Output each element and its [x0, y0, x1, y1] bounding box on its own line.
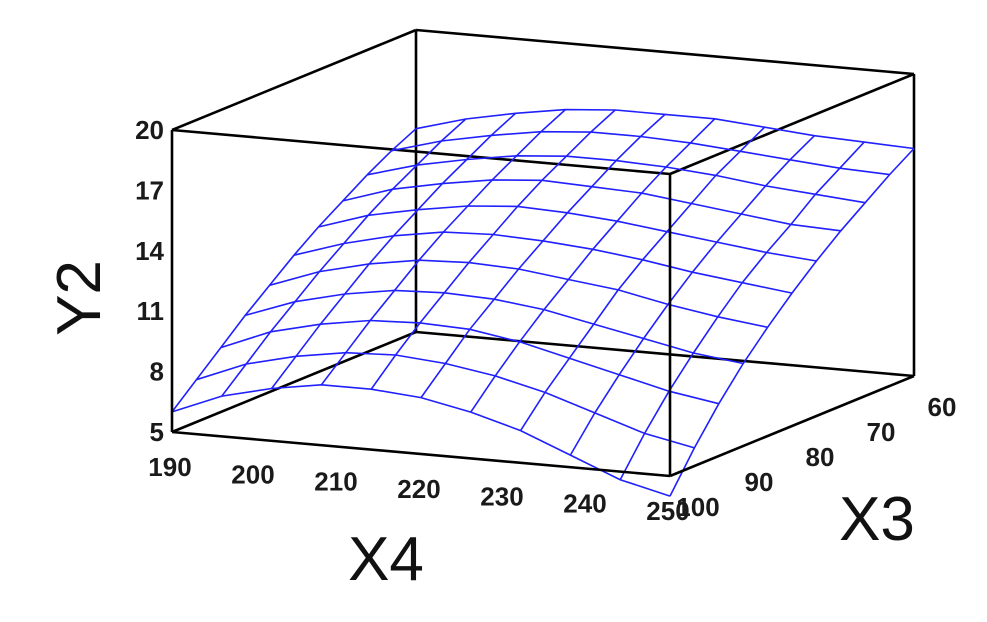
surface-line-x3-96: [196, 351, 695, 449]
z-tick-label-5: 5: [150, 417, 164, 447]
y-tick-label-60: 60: [928, 392, 957, 422]
surface-line-x4-238: [569, 135, 815, 456]
surface-line-x3-88: [244, 289, 744, 365]
x-tick-label-250: 250: [646, 496, 689, 526]
surface-line-x4-208: [320, 109, 566, 386]
frame-edge-top-right: [669, 72, 915, 176]
x-tick-label-200: 200: [231, 459, 274, 489]
surface-line-x3-92: [220, 319, 719, 405]
x-tick-label-190: 190: [148, 452, 191, 482]
surface-line-x4-244: [619, 141, 865, 481]
z-axis-title: Y2: [45, 260, 114, 336]
x-tick-label-240: 240: [563, 489, 606, 519]
surface-line-x4-226: [470, 118, 716, 413]
frame-edge-top-left: [171, 28, 417, 132]
surface-line-x4-250: [669, 147, 915, 497]
surface-line-x4-232: [519, 126, 766, 432]
surface-line-x4-220: [420, 113, 666, 399]
frame-edge-top-front: [171, 128, 671, 176]
y-axis-title: X3: [839, 485, 915, 554]
surface-line-x4-190: [171, 128, 417, 413]
surface-line-x4-202: [270, 112, 517, 389]
z-tick-label-11: 11: [137, 296, 165, 326]
surface-line-x3-68: [367, 154, 866, 204]
y-tick-label-80: 80: [806, 442, 835, 472]
surface-line-x4-214: [370, 109, 616, 390]
frame-edge-back-left-floor: [171, 330, 417, 434]
z-tick-label-8: 8: [150, 357, 164, 387]
surface-line-x3-64: [391, 130, 890, 176]
surface-line-x4-196: [221, 118, 467, 397]
y-axis-tick-labels: 100 90 80 70 60: [676, 392, 956, 522]
y-tick-label-100: 100: [676, 492, 719, 522]
x-tick-label-210: 210: [314, 467, 357, 497]
frame-edge-top-back: [415, 28, 915, 76]
z-tick-label-14: 14: [135, 236, 164, 266]
box-frame-back: [171, 28, 916, 434]
z-tick-label-17: 17: [135, 175, 164, 205]
x-tick-label-220: 220: [397, 474, 440, 504]
y-tick-label-90: 90: [745, 467, 774, 497]
x-axis-title: X4: [348, 525, 424, 594]
x-axis-tick-labels: 190 200 210 220 230 240 250: [148, 452, 689, 526]
x-tick-label-230: 230: [480, 481, 523, 511]
surface-mesh: [171, 108, 915, 497]
box-frame-front: [170, 130, 915, 478]
frame-edge-right-floor: [669, 374, 915, 478]
z-tick-label-20: 20: [135, 115, 164, 145]
y-tick-label-70: 70: [867, 417, 896, 447]
frame-edge-front-floor: [171, 430, 671, 478]
frame-edge-back-right-floor: [415, 330, 915, 378]
z-axis-tick-labels: 5 8 11 14 17 20: [135, 115, 164, 447]
